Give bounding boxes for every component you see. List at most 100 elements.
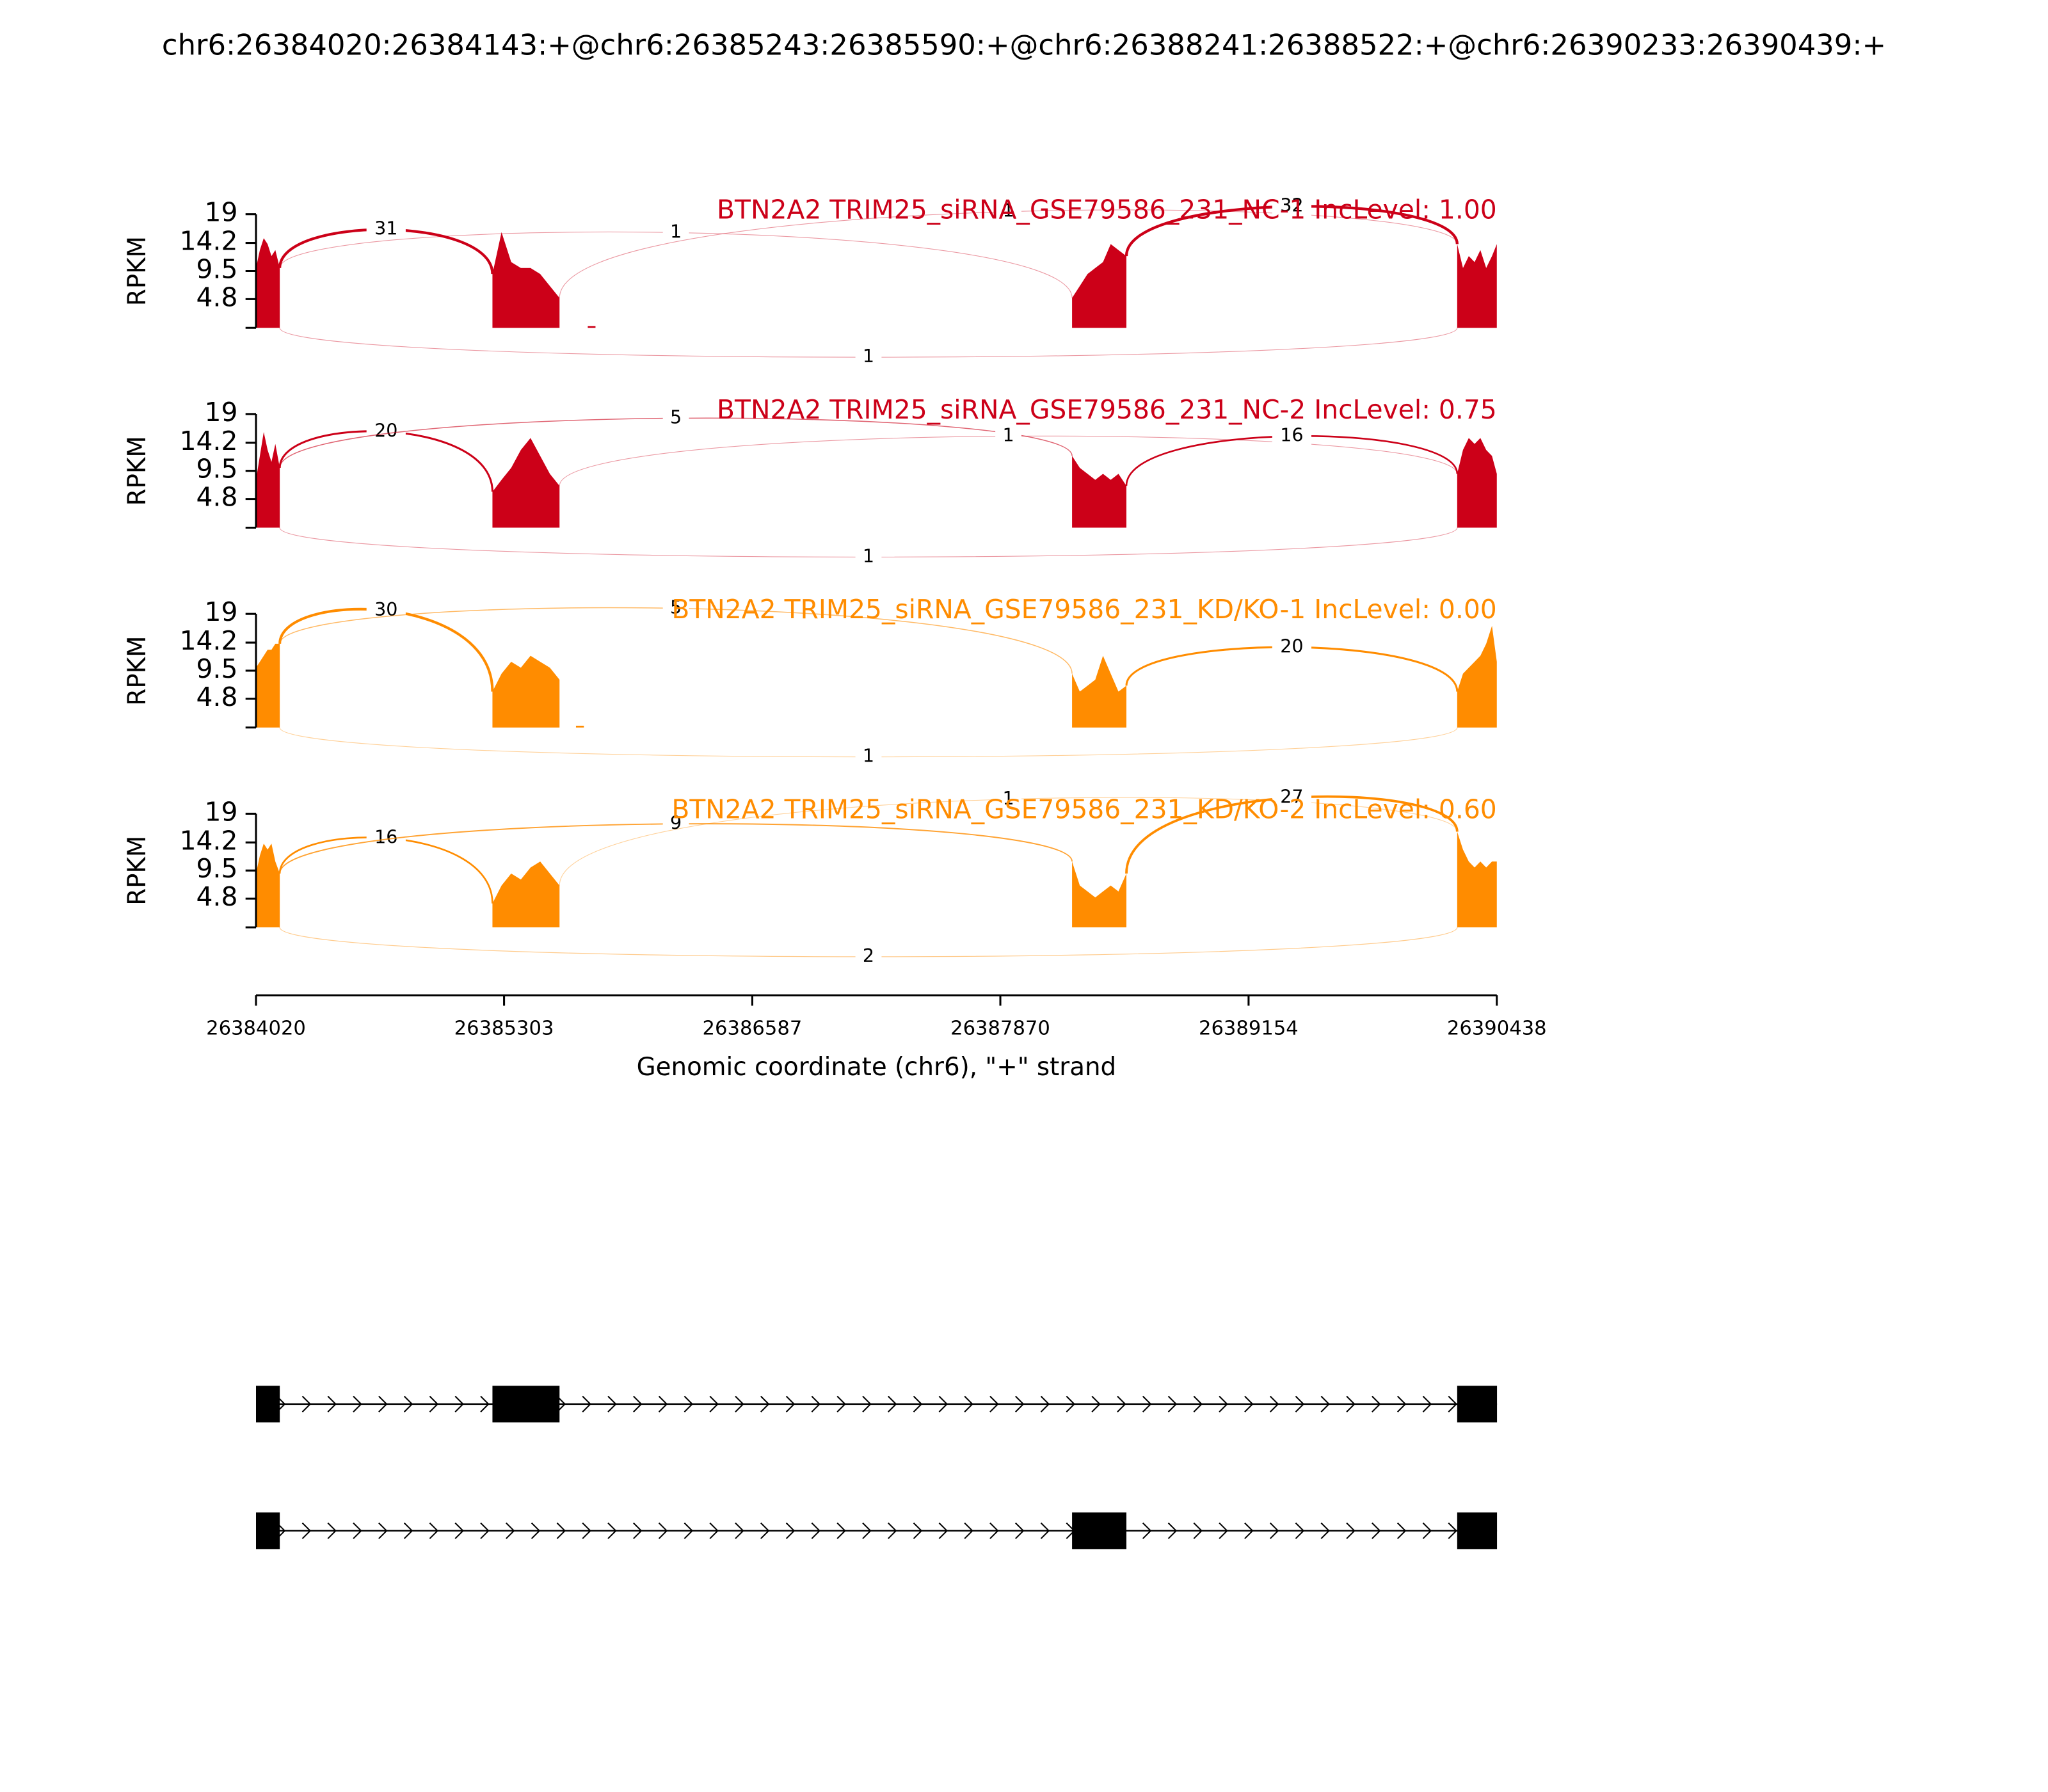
junction-label-bg [1272, 426, 1312, 447]
x-tick-label: 26384020 [206, 1018, 306, 1040]
strand-arrow [1015, 1522, 1025, 1539]
y-tick-label: 14.2 [180, 825, 238, 856]
strand-arrow [785, 1522, 796, 1539]
strand-arrow [1422, 1522, 1432, 1539]
strand-arrow [429, 1522, 439, 1539]
strand-arrow [709, 1522, 719, 1539]
exon [256, 1512, 280, 1549]
transcript [256, 1386, 1498, 1423]
strand-arrow [1346, 1395, 1356, 1412]
junction-label: 27 [1280, 785, 1303, 807]
y-tick-label: 19 [205, 796, 238, 827]
junction-label-bg [662, 222, 689, 243]
junction-label: 1 [863, 545, 874, 566]
junction-label-bg [855, 346, 882, 368]
coverage-area [492, 655, 560, 728]
junction-label: 1 [1002, 787, 1014, 809]
coverage-area [1457, 625, 1497, 728]
strand-arrow [1193, 1395, 1203, 1412]
coverage-area [1072, 456, 1126, 528]
y-tick-label: 4.8 [196, 682, 238, 712]
strand-arrow [862, 1522, 872, 1539]
strand-arrow [1193, 1522, 1203, 1539]
junction-label: 20 [1280, 635, 1303, 657]
strand-arrow [1167, 1395, 1178, 1412]
panel: 20 5 1 16 1 4.89.514.219 RPKM BTN2A2 TRIM25_siR… [123, 394, 1497, 568]
panel-title: BTN2A2 TRIM25_siRNA_GSE79586_231_KD/KO-1… [671, 594, 1496, 625]
y-axis-label: RPKM [123, 236, 152, 306]
junction-label: 5 [670, 406, 682, 428]
coverage-area [256, 431, 280, 528]
strand-arrow [1372, 1522, 1381, 1539]
strand-arrow [301, 1522, 312, 1539]
coverage-area [1072, 655, 1126, 728]
junction-label-bg [1272, 636, 1312, 658]
strand-arrow [531, 1522, 541, 1539]
strand-arrow [1372, 1395, 1381, 1412]
strand-arrow [556, 1522, 566, 1539]
y-axis-label: RPKM [123, 836, 152, 906]
y-tick-label: 14.2 [180, 625, 238, 656]
y-tick-label: 19 [205, 397, 238, 428]
junction-label: 5 [670, 596, 682, 618]
y-tick-label: 4.8 [196, 282, 238, 312]
chart-title: chr6:26384020:26384143:+@chr6:26385243:2… [162, 28, 1886, 61]
strand-arrow [327, 1395, 337, 1412]
strand-arrow [454, 1395, 464, 1412]
strand-arrow [836, 1395, 846, 1412]
strand-arrow [938, 1395, 948, 1412]
strand-arrow [989, 1522, 999, 1539]
coverage-area [1072, 244, 1126, 328]
transcript [256, 1512, 1498, 1549]
junction-label: 16 [374, 826, 397, 847]
strand-arrow [378, 1522, 388, 1539]
junction-label: 32 [1280, 195, 1303, 216]
strand-arrow [913, 1395, 923, 1412]
strand-arrow [888, 1522, 897, 1539]
junction-label: 1 [863, 745, 874, 767]
strand-arrow [1346, 1522, 1356, 1539]
strand-arrow [862, 1395, 872, 1412]
coverage-area [492, 438, 560, 528]
strand-arrow [938, 1522, 948, 1539]
coverage-area [1457, 438, 1497, 528]
strand-arrow [1320, 1522, 1330, 1539]
strand-arrow [1295, 1395, 1305, 1412]
strand-arrow [301, 1395, 312, 1412]
junction-label-bg [1272, 787, 1312, 808]
strand-arrow [1422, 1395, 1432, 1412]
strand-arrow [582, 1395, 591, 1412]
strand-arrow [836, 1522, 846, 1539]
x-axis-label: Genomic coordinate (chr6), "+" strand [637, 1053, 1117, 1082]
y-tick-label: 14.2 [180, 426, 238, 456]
strand-arrow [327, 1522, 337, 1539]
strand-arrow [1295, 1522, 1305, 1539]
coverage-area [1457, 244, 1497, 328]
junction-label-bg [1272, 196, 1312, 217]
y-tick-label: 14.2 [180, 226, 238, 257]
strand-arrow [633, 1395, 643, 1412]
strand-arrow [989, 1395, 999, 1412]
strand-arrow [607, 1522, 617, 1539]
coverage-area [1457, 831, 1497, 927]
strand-arrow [480, 1522, 490, 1539]
y-tick-label: 9.5 [196, 853, 238, 884]
coverage-area [575, 725, 584, 728]
y-tick-label: 4.8 [196, 482, 238, 513]
strand-arrow [1448, 1522, 1457, 1539]
junction-label-bg [995, 788, 1021, 810]
junction-label: 1 [863, 345, 874, 367]
strand-arrow [811, 1522, 821, 1539]
strand-arrow [1269, 1395, 1279, 1412]
strand-arrow [684, 1522, 694, 1539]
exon [1072, 1512, 1126, 1549]
strand-arrow [1091, 1395, 1101, 1412]
strand-arrow [684, 1395, 694, 1412]
junction-label: 20 [374, 419, 397, 441]
y-axis-label: RPKM [123, 636, 152, 705]
x-tick-label: 26389154 [1199, 1018, 1299, 1040]
strand-arrow [1015, 1395, 1025, 1412]
strand-arrow [1269, 1522, 1279, 1539]
